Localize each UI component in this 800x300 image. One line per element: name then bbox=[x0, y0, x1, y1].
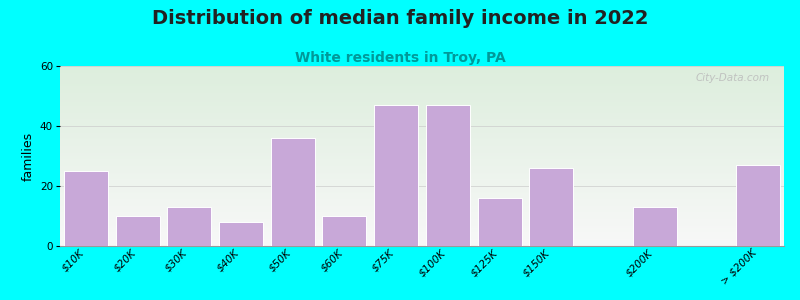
Bar bbox=[115, 216, 159, 246]
Text: White residents in Troy, PA: White residents in Troy, PA bbox=[294, 51, 506, 65]
Bar bbox=[64, 171, 108, 246]
Y-axis label: families: families bbox=[22, 131, 34, 181]
Bar bbox=[167, 207, 211, 246]
Bar bbox=[736, 165, 780, 246]
Bar bbox=[374, 105, 418, 246]
Bar bbox=[478, 198, 522, 246]
Text: City-Data.com: City-Data.com bbox=[695, 73, 770, 83]
Bar bbox=[633, 207, 677, 246]
Bar bbox=[322, 216, 366, 246]
Bar bbox=[270, 138, 314, 246]
Bar bbox=[219, 222, 263, 246]
Bar bbox=[426, 105, 470, 246]
Text: Distribution of median family income in 2022: Distribution of median family income in … bbox=[152, 9, 648, 28]
Bar bbox=[530, 168, 574, 246]
